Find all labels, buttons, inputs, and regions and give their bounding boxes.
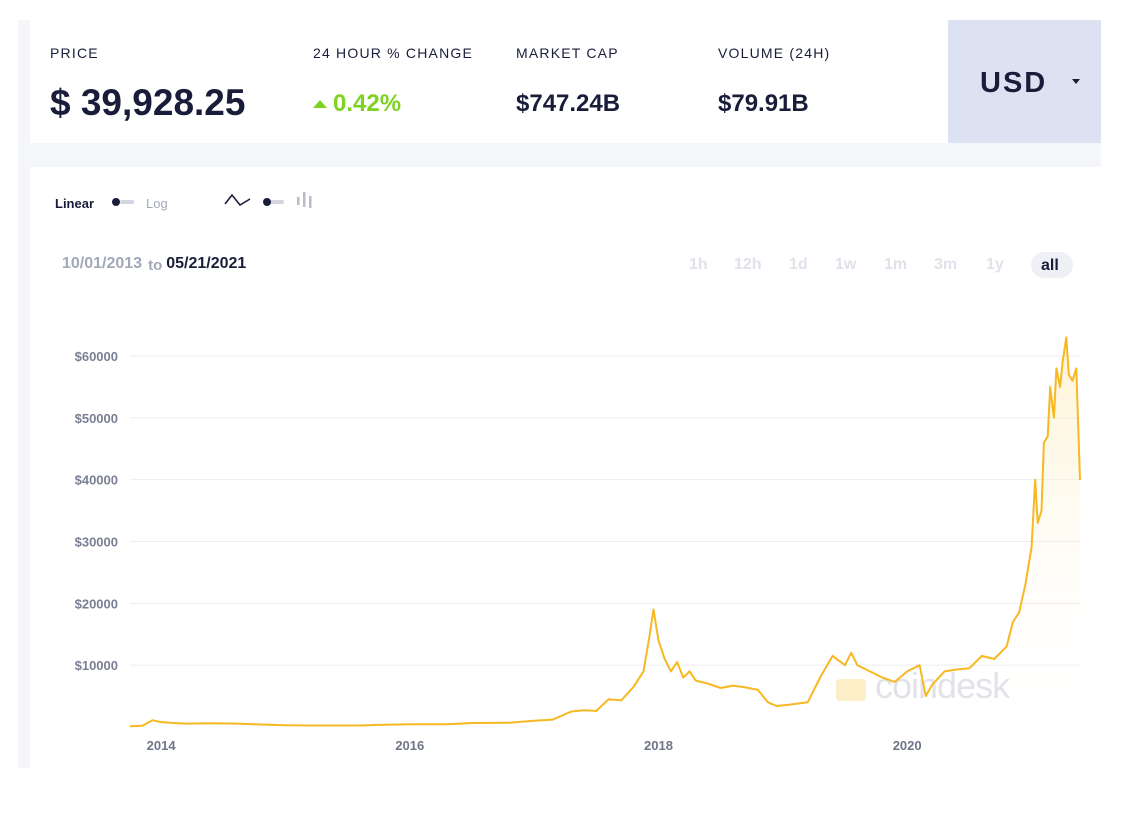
chart-card: Linear Log 10/01/2013 to 05/21/2021 1h 12h	[30, 167, 1101, 768]
period-all[interactable]: all	[1041, 257, 1059, 274]
up-arrow-icon	[313, 100, 327, 108]
period-1y[interactable]: 1y	[986, 256, 1004, 273]
scale-toggle-knob	[112, 198, 120, 206]
log-label[interactable]: Log	[146, 196, 168, 211]
period-1m[interactable]: 1m	[884, 256, 908, 273]
y-tick-label: $60000	[75, 349, 118, 364]
period-1d[interactable]: 1d	[789, 256, 808, 273]
change-value-wrap: 0.42%	[313, 90, 401, 118]
price-value: $ 39,928.25	[50, 82, 246, 123]
range-to-word: to	[148, 257, 163, 274]
y-tick-label: $40000	[75, 473, 118, 488]
coindesk-logo-icon	[836, 679, 866, 701]
y-tick-label: $30000	[75, 535, 118, 550]
chart-type-toggle-track	[270, 200, 284, 204]
linear-label[interactable]: Linear	[55, 196, 95, 211]
period-12h[interactable]: 12h	[734, 256, 762, 273]
caret-down-icon	[1072, 79, 1080, 84]
chart-type-toggle-knob	[263, 198, 271, 206]
x-tick-label: 2020	[893, 738, 922, 753]
stats-bar: PRICE $ 39,928.25 24 HOUR % CHANGE 0.42%…	[30, 20, 948, 143]
x-tick-label: 2018	[644, 738, 673, 753]
range-end-date[interactable]: 05/21/2021	[166, 255, 247, 272]
scale-toggle-track	[120, 200, 134, 204]
market-cap-label: MARKET CAP	[516, 45, 619, 61]
date-range[interactable]: 10/01/2013 to 05/21/2021	[62, 255, 246, 274]
watermark: coindesk	[875, 665, 1010, 706]
market-cap-value: $747.24B	[516, 90, 621, 117]
series-area	[1006, 337, 1080, 727]
x-tick-label: 2016	[395, 738, 424, 753]
volume-value: $79.91B	[718, 90, 809, 117]
range-start-date[interactable]: 10/01/2013	[62, 255, 143, 272]
period-1h[interactable]: 1h	[689, 256, 708, 273]
change-label: 24 HOUR % CHANGE	[313, 45, 474, 61]
period-active-pill	[1031, 252, 1073, 278]
y-tick-label: $50000	[75, 411, 118, 426]
price-label: PRICE	[50, 45, 99, 61]
period-1w[interactable]: 1w	[835, 256, 857, 273]
change-value: 0.42%	[333, 90, 402, 117]
x-tick-label: 2014	[147, 738, 177, 753]
candlestick-icon[interactable]	[296, 191, 316, 211]
volume-label: VOLUME (24H)	[718, 45, 831, 61]
y-tick-label: $10000	[75, 658, 118, 673]
price-widget: PRICE $ 39,928.25 24 HOUR % CHANGE 0.42%…	[18, 20, 1101, 768]
line-chart-icon[interactable]	[223, 191, 253, 211]
series-line	[129, 336, 1081, 728]
period-3m[interactable]: 3m	[934, 256, 958, 273]
currency-label: USD	[980, 67, 1048, 99]
y-tick-label: $20000	[75, 596, 118, 611]
currency-dropdown[interactable]: USD	[948, 20, 1101, 143]
price-chart[interactable]: $10000 $20000 $30000 $40000 $50000 $60000 2014…	[30, 167, 1101, 768]
